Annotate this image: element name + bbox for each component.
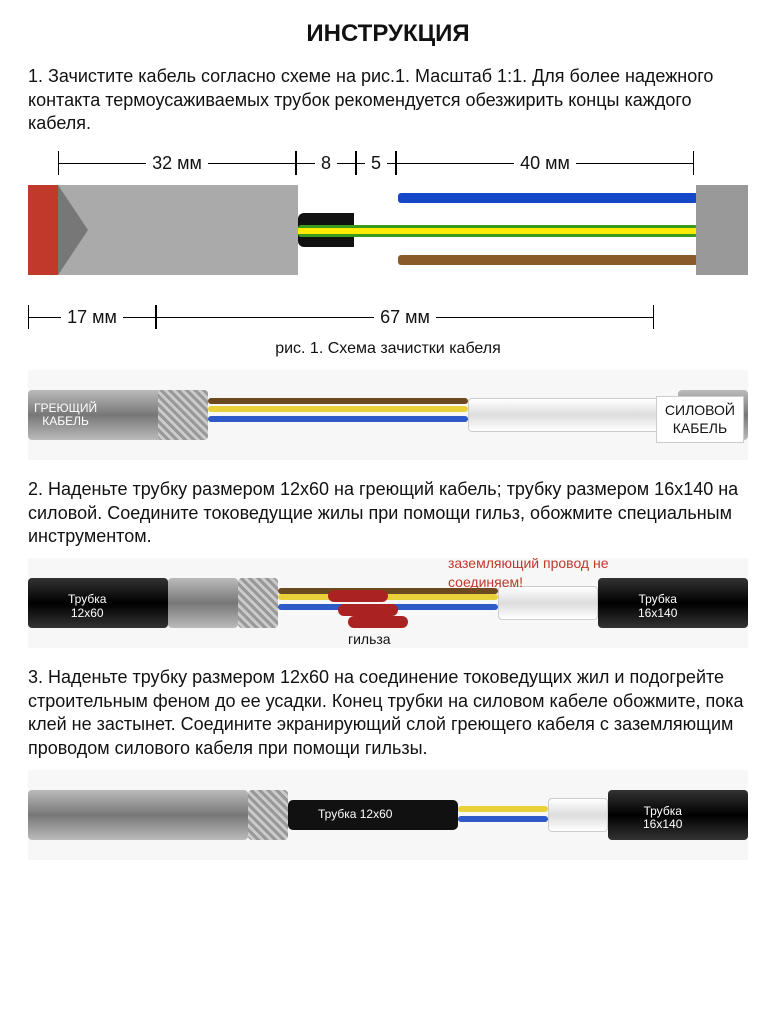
step3-text: 3. Наденьте трубку размером 12x60 на сое… <box>28 666 748 760</box>
page-title: ИНСТРУКЦИЯ <box>28 18 748 49</box>
photo-step3: Трубка 12x60 Трубка 16x140 <box>28 770 748 860</box>
step1-text: 1. Зачистите кабель согласно схеме на ри… <box>28 65 748 135</box>
dim-bot-1: 17 мм <box>61 306 123 329</box>
step2-text: 2. Наденьте трубку размером 12x60 на гре… <box>28 478 748 548</box>
dim-top-4: 40 мм <box>514 152 576 175</box>
stripping-diagram: 32 мм 8 5 40 мм 17 мм 67 мм <box>28 145 748 335</box>
dim-top-1: 32 мм <box>146 152 208 175</box>
photo-step1: ГРЕЮЩИЙ КАБЕЛЬ СИЛОВОЙ КАБЕЛЬ <box>28 370 748 460</box>
dim-top-3: 5 <box>365 152 387 175</box>
dim-bot-2: 67 мм <box>374 306 436 329</box>
power-cable-label: СИЛОВОЙ КАБЕЛЬ <box>656 396 744 442</box>
photo-step2: Трубка 12x60 Трубка 16x140 гильза заземл… <box>28 558 748 648</box>
ground-warning: заземляющий провод не соединяем! <box>448 558 609 590</box>
dim-top-2: 8 <box>315 152 337 175</box>
diagram-caption: рис. 1. Схема зачистки кабеля <box>28 339 748 360</box>
sleeve-label: гильза <box>348 630 391 648</box>
